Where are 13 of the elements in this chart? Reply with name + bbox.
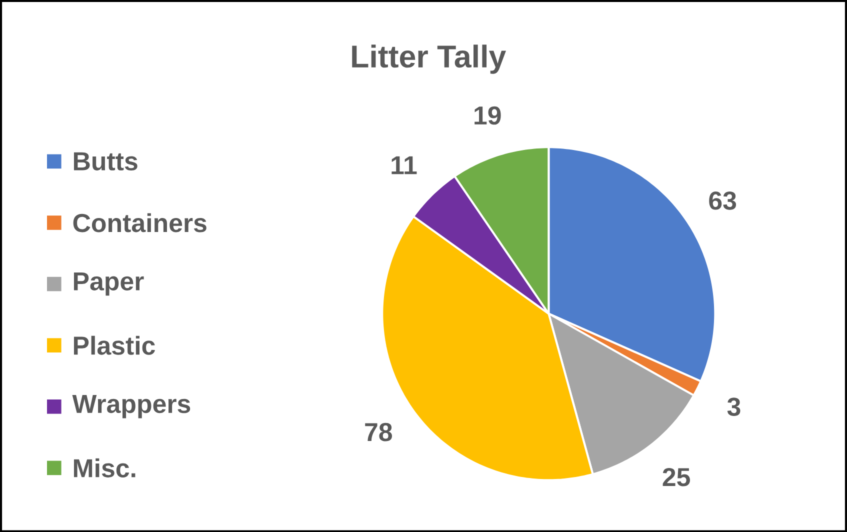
legend-label: Misc.: [74, 458, 136, 478]
data-label: 19: [474, 106, 501, 125]
data-label: 63: [709, 191, 736, 210]
data-label: 11: [392, 156, 417, 174]
data-label: 78: [365, 422, 392, 442]
legend-label: Containers: [73, 213, 206, 232]
data-label: 3: [727, 397, 740, 416]
legend-label: Plastic: [74, 336, 155, 355]
chart-title: Litter Tally: [352, 44, 506, 74]
data-label: 25: [662, 468, 690, 486]
legend-label: Butts: [74, 152, 138, 170]
legend-label: Paper: [74, 272, 144, 296]
legend-label: Wrappers: [72, 394, 190, 418]
